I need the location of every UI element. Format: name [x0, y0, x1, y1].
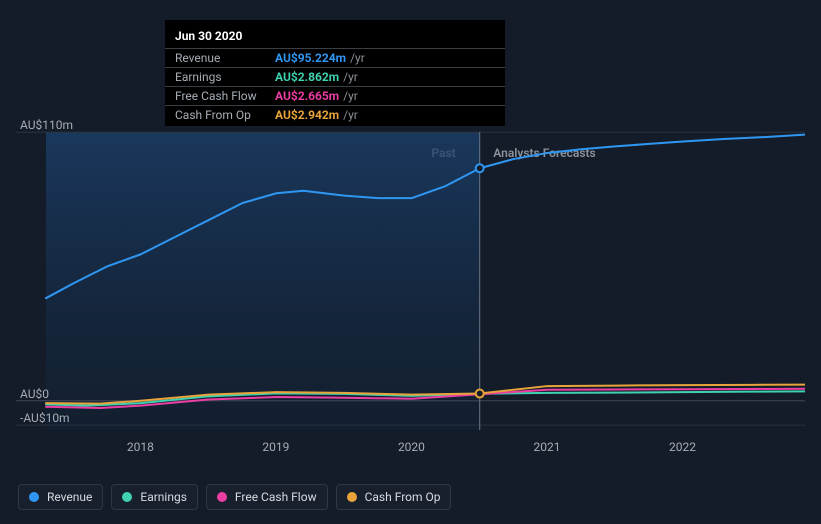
x-axis-label: 2021: [533, 440, 560, 454]
chart-tooltip: Jun 30 2020 RevenueAU$95.224m/yrEarnings…: [165, 20, 505, 126]
legend-item-fcf[interactable]: Free Cash Flow: [206, 484, 328, 510]
chart-plot: [16, 120, 805, 465]
tooltip-metric-suffix: /yr: [350, 50, 365, 66]
tooltip-metric-label: Free Cash Flow: [175, 88, 275, 104]
tooltip-metric-suffix: /yr: [343, 69, 358, 85]
tooltip-metric-label: Earnings: [175, 69, 275, 85]
y-axis-label: -AU$10m: [20, 411, 70, 425]
x-axis-label: 2018: [127, 440, 154, 454]
legend-label: Cash From Op: [365, 490, 441, 504]
tooltip-row: Free Cash FlowAU$2.665m/yr: [165, 86, 505, 105]
legend-item-earnings[interactable]: Earnings: [111, 484, 198, 510]
legend-label: Earnings: [140, 490, 187, 504]
tooltip-metric-value: AU$2.665m: [275, 88, 339, 104]
x-axis-label: 2019: [262, 440, 289, 454]
legend-swatch: [217, 492, 227, 502]
legend: Revenue Earnings Free Cash Flow Cash Fro…: [18, 484, 451, 510]
tooltip-date: Jun 30 2020: [165, 26, 505, 48]
y-axis-label: AU$110m: [20, 118, 73, 132]
tooltip-row: EarningsAU$2.862m/yr: [165, 67, 505, 86]
y-axis-label: AU$0: [20, 387, 49, 401]
legend-item-cfo[interactable]: Cash From Op: [336, 484, 452, 510]
tooltip-metric-label: Revenue: [175, 50, 275, 66]
tooltip-metric-suffix: /yr: [343, 88, 358, 104]
tooltip-metric-value: AU$95.224m: [275, 50, 346, 66]
legend-swatch: [29, 492, 39, 502]
tooltip-row: RevenueAU$95.224m/yr: [165, 48, 505, 67]
legend-swatch: [347, 492, 357, 502]
legend-swatch: [122, 492, 132, 502]
x-axis-label: 2022: [669, 440, 696, 454]
chart-svg: [16, 120, 805, 465]
legend-label: Free Cash Flow: [235, 490, 317, 504]
legend-label: Revenue: [47, 490, 92, 504]
legend-item-revenue[interactable]: Revenue: [18, 484, 103, 510]
tooltip-metric-value: AU$2.862m: [275, 69, 339, 85]
x-axis-label: 2020: [398, 440, 425, 454]
